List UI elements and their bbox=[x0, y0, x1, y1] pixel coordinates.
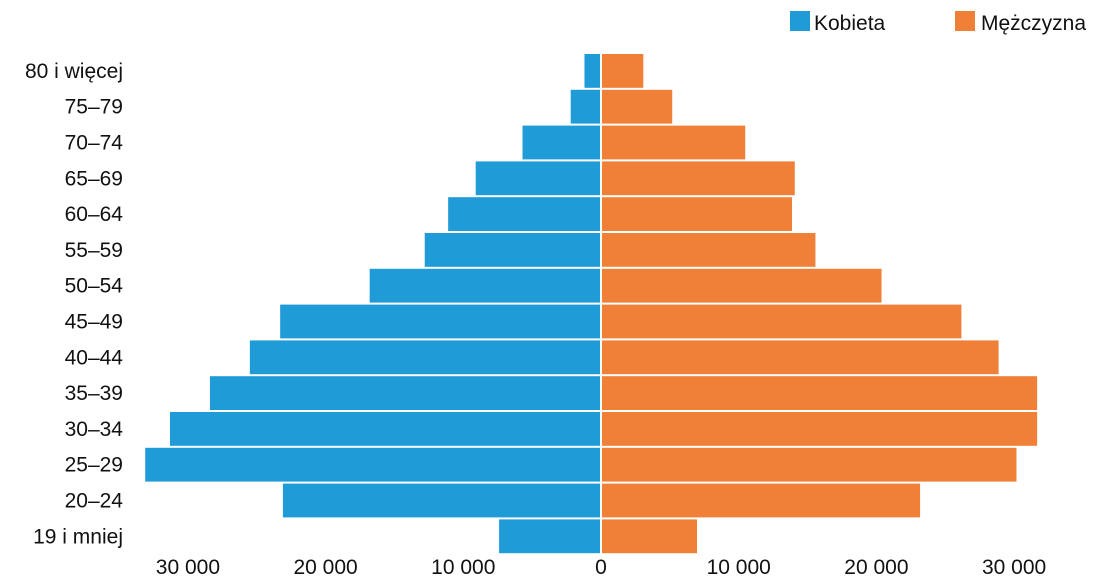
category-label: 40–44 bbox=[65, 346, 124, 369]
bar-kobieta bbox=[570, 89, 601, 124]
category-label: 70–74 bbox=[65, 132, 124, 155]
category-label: 20–24 bbox=[65, 490, 124, 513]
bar-kobieta bbox=[448, 197, 601, 231]
female-bars bbox=[145, 54, 602, 554]
legend-label-mezczyzna: Mężczyzna bbox=[981, 12, 1086, 35]
bar-mezczyzna bbox=[602, 483, 921, 518]
bar-mezczyzna bbox=[602, 125, 746, 160]
bar-kobieta bbox=[499, 519, 601, 554]
legend-swatch-kobieta bbox=[790, 11, 810, 31]
bar-mezczyzna bbox=[602, 89, 673, 124]
bar-kobieta bbox=[145, 447, 601, 482]
male-bars bbox=[602, 54, 1038, 554]
bar-mezczyzna bbox=[602, 268, 882, 303]
x-tick-label: 10 000 bbox=[431, 556, 495, 579]
category-label: 19 i mniej bbox=[33, 525, 123, 548]
category-labels: 80 i więcej 75–79 70–74 65–69 60–64 55–59 50–5… bbox=[25, 60, 123, 548]
bar-kobieta bbox=[475, 161, 601, 196]
bar-mezczyzna bbox=[602, 519, 698, 554]
category-label: 75–79 bbox=[65, 96, 123, 119]
bar-kobieta bbox=[522, 125, 601, 160]
category-label: 30–34 bbox=[65, 418, 124, 441]
category-label: 65–69 bbox=[65, 167, 123, 190]
bar-mezczyzna bbox=[602, 304, 962, 339]
category-label: 35–39 bbox=[65, 382, 123, 405]
x-tick-label: 20 000 bbox=[293, 556, 357, 579]
bar-mezczyzna bbox=[602, 161, 795, 196]
bar-kobieta bbox=[584, 54, 601, 88]
category-label: 25–29 bbox=[65, 454, 123, 477]
bar-kobieta bbox=[369, 268, 601, 303]
category-label: 50–54 bbox=[65, 275, 124, 298]
category-label: 80 i więcej bbox=[25, 60, 123, 83]
bar-kobieta bbox=[424, 233, 601, 267]
x-tick-label: 30 000 bbox=[982, 556, 1046, 579]
bar-kobieta bbox=[249, 340, 602, 375]
category-label: 45–49 bbox=[65, 311, 123, 334]
bar-kobieta bbox=[169, 412, 601, 446]
category-label: 60–64 bbox=[65, 203, 124, 226]
bar-kobieta bbox=[282, 483, 601, 518]
x-tick-label: 30 000 bbox=[156, 556, 220, 579]
x-tick-label: 0 bbox=[595, 556, 607, 579]
bar-mezczyzna bbox=[602, 233, 816, 267]
bar-mezczyzna bbox=[602, 376, 1038, 410]
bar-mezczyzna bbox=[602, 340, 999, 375]
x-tick-label: 20 000 bbox=[844, 556, 908, 579]
legend-label-kobieta: Kobieta bbox=[814, 12, 886, 35]
bar-mezczyzna bbox=[602, 197, 793, 231]
category-label: 55–59 bbox=[65, 239, 123, 262]
bar-mezczyzna bbox=[602, 54, 644, 88]
legend: Kobieta Mężczyzna bbox=[790, 11, 1086, 35]
bar-kobieta bbox=[209, 376, 601, 410]
bar-kobieta bbox=[280, 304, 601, 339]
x-axis-ticks: 30 000 20 000 10 000 0 10 000 20 000 30 000 bbox=[156, 556, 1046, 579]
bar-mezczyzna bbox=[602, 412, 1038, 446]
legend-swatch-mezczyzna bbox=[955, 11, 975, 31]
bar-mezczyzna bbox=[602, 447, 1017, 482]
x-tick-label: 10 000 bbox=[707, 556, 771, 579]
